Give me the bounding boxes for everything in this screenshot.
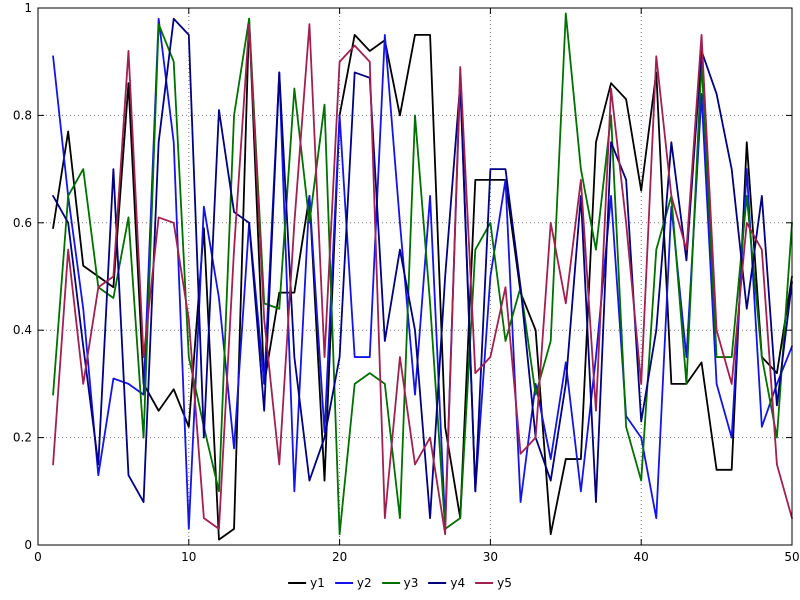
x-tick-label: 20 [332, 550, 347, 564]
y-tick-label: 0.4 [13, 323, 32, 337]
legend-item-y4: y4 [428, 577, 465, 589]
legend-swatch-y3 [381, 582, 400, 584]
plot-border [37, 7, 793, 546]
x-tick-label: 50 [784, 550, 799, 564]
legend-swatch-y2 [334, 582, 353, 584]
legend-label-y3: y3 [403, 576, 419, 590]
legend-label-y1: y1 [310, 576, 325, 590]
y-tick-label: 0 [24, 538, 32, 552]
series-line-y1 [52, 17, 793, 541]
series-line-y2 [52, 17, 793, 530]
y-tick-label: 1 [24, 1, 32, 15]
series-line-y3 [52, 12, 793, 536]
legend-swatch-y5 [475, 582, 494, 584]
legend-label-y2: y2 [356, 576, 372, 590]
y-tick-label: 0.2 [13, 431, 32, 445]
x-tick-label: 30 [483, 550, 498, 564]
x-tick-label: 40 [634, 550, 649, 564]
legend-label-y5: y5 [497, 576, 512, 590]
chart-legend: y1 y2 y3 y4 y5 [288, 577, 512, 589]
series-line-y5 [52, 23, 793, 536]
legend-item-y2: y2 [334, 576, 372, 590]
x-tick-label: 10 [181, 550, 196, 564]
legend-item-y3: y3 [381, 576, 419, 590]
legend-swatch-y4 [428, 582, 447, 584]
legend-swatch-y1 [288, 582, 307, 584]
x-tick-label: 0 [34, 550, 42, 564]
series-line-y4 [52, 17, 793, 520]
legend-label-y4: y4 [450, 576, 466, 590]
legend-item-y1: y1 [288, 577, 325, 589]
y-tick-label: 0.6 [13, 216, 32, 230]
legend-item-y5: y5 [475, 577, 512, 589]
y-tick-label: 0.8 [13, 108, 32, 122]
